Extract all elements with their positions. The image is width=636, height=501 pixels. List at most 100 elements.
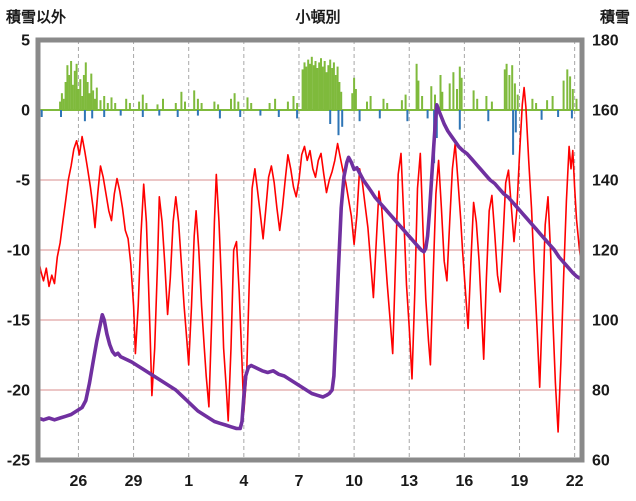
- green-bars: [310, 56, 313, 110]
- blue-bars: [91, 110, 94, 119]
- x-tick-label: 26: [70, 473, 88, 490]
- blue-bars: [557, 110, 560, 117]
- green-bars: [312, 65, 315, 110]
- left-axis-title: 積雪以外: [6, 9, 67, 26]
- green-bars: [508, 75, 511, 110]
- y-left-tick-label: 5: [21, 33, 30, 50]
- y-right-tick-label: 60: [592, 453, 610, 470]
- green-bars: [246, 97, 249, 110]
- green-bars: [82, 75, 85, 110]
- green-bars: [316, 68, 319, 110]
- green-bars: [193, 90, 196, 110]
- green-bars: [303, 62, 306, 110]
- green-bars: [94, 98, 96, 110]
- y-right-tick-label: 120: [592, 243, 619, 260]
- green-bars: [110, 97, 113, 110]
- green-bars: [114, 103, 117, 110]
- green-bars: [452, 72, 455, 110]
- green-bars: [434, 94, 436, 110]
- green-bars: [237, 101, 240, 110]
- green-bars: [138, 101, 141, 110]
- blue-bars: [512, 110, 515, 155]
- green-bars: [456, 89, 458, 110]
- green-bars: [200, 103, 203, 110]
- green-bars: [351, 93, 354, 110]
- y-right-tick-label: 160: [592, 103, 619, 120]
- green-bars: [92, 90, 95, 110]
- green-bars: [366, 101, 368, 110]
- green-bars: [546, 100, 549, 110]
- green-bars: [417, 80, 420, 110]
- chart-title: 小頓別: [295, 9, 341, 26]
- y-right-tick-label: 100: [592, 313, 619, 330]
- x-tick-label: 4: [239, 473, 248, 490]
- temperature-red-line: [37, 86, 583, 433]
- green-bars: [73, 70, 76, 110]
- blue-bars: [296, 110, 299, 119]
- green-bars: [128, 103, 131, 110]
- green-bars: [331, 68, 334, 110]
- x-tick-label: 29: [125, 473, 143, 490]
- green-bars: [286, 101, 289, 110]
- y-left-tick-label: 0: [21, 103, 30, 120]
- green-bars: [562, 80, 565, 110]
- green-bars: [476, 98, 479, 110]
- green-bars: [336, 66, 339, 110]
- green-bars: [213, 101, 216, 110]
- blue-bars: [83, 110, 86, 122]
- green-bars: [145, 103, 148, 110]
- green-bars: [307, 59, 310, 110]
- green-bars: [141, 94, 144, 110]
- green-bars: [70, 61, 73, 110]
- green-bars: [162, 98, 164, 110]
- green-bars: [84, 62, 87, 110]
- green-bars: [535, 103, 538, 110]
- green-bars: [95, 87, 98, 110]
- x-tick-label: 13: [400, 473, 418, 490]
- blue-bars: [103, 110, 106, 117]
- green-bars: [327, 65, 330, 110]
- green-bars: [551, 96, 554, 110]
- green-bars: [106, 103, 109, 110]
- green-bars: [321, 66, 324, 110]
- blue-bars: [426, 110, 429, 119]
- green-bars: [503, 69, 506, 110]
- green-bars: [421, 96, 424, 110]
- green-bars: [490, 101, 493, 110]
- blue-bars: [358, 110, 361, 122]
- x-tick-label: 10: [345, 473, 363, 490]
- blue-bars: [196, 110, 199, 116]
- green-bars: [566, 69, 569, 110]
- green-bars: [292, 96, 295, 110]
- y-right-tick-label: 80: [592, 383, 610, 400]
- green-bars: [125, 98, 128, 110]
- y-left-tick-label: -25: [7, 453, 30, 470]
- y-right-tick-label: 140: [592, 173, 619, 190]
- green-bars: [268, 103, 271, 110]
- green-bars: [86, 82, 89, 110]
- blue-bars: [259, 110, 262, 116]
- green-bars: [250, 103, 253, 110]
- green-bars: [531, 98, 534, 110]
- blue-bars: [141, 110, 144, 117]
- green-bars: [318, 62, 321, 110]
- blue-bars: [406, 110, 409, 122]
- blue-bars: [378, 110, 381, 119]
- green-bars: [382, 98, 385, 110]
- green-bars: [309, 63, 311, 110]
- x-tick-label: 7: [295, 473, 304, 490]
- blue-bars: [458, 110, 461, 130]
- green-bars: [415, 63, 418, 110]
- y-left-tick-label: -15: [7, 313, 30, 330]
- green-bars: [88, 93, 91, 110]
- blue-bars: [158, 110, 161, 116]
- green-bars: [460, 77, 463, 110]
- green-bars: [472, 90, 475, 110]
- green-bars: [441, 91, 444, 110]
- green-bars: [386, 103, 389, 110]
- blue-bars: [119, 110, 122, 116]
- green-bars: [458, 66, 461, 110]
- green-bars: [64, 82, 67, 110]
- green-bars: [513, 83, 516, 110]
